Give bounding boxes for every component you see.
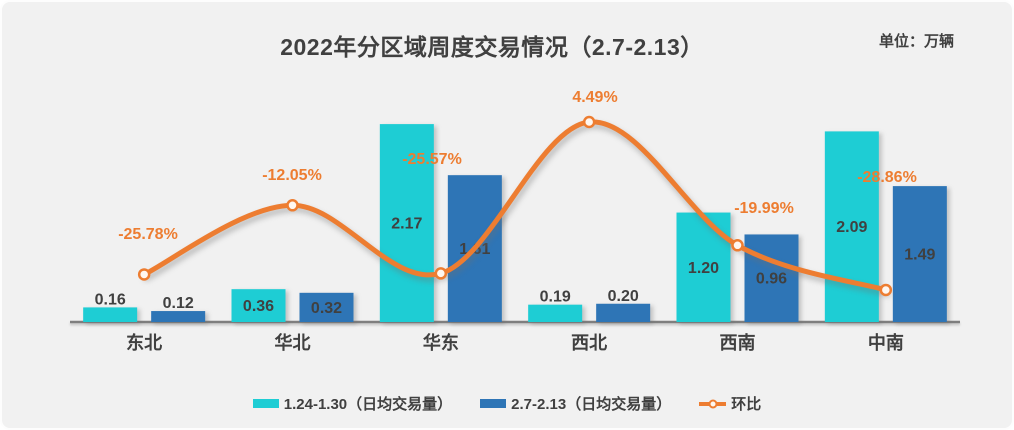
- bar-series2-西北: [596, 303, 651, 322]
- bar-value-label: 2.09: [836, 219, 867, 236]
- legend-label: 1.24-1.30（日均交易量）: [283, 396, 453, 413]
- trend-marker-西南: [731, 239, 744, 252]
- bar-value-label: 0.12: [163, 295, 194, 312]
- category-label-中南: 中南: [868, 332, 904, 353]
- bar-value-label: 0.20: [608, 288, 639, 305]
- trend-value-label: -25.78%: [118, 226, 178, 243]
- bar-series1-华东: [379, 124, 434, 322]
- bar-value-label: 0.36: [243, 298, 274, 315]
- bar-series1-中南: [824, 131, 879, 322]
- bar-value-label: 2.17: [391, 216, 422, 233]
- bar-series1-华北: [231, 289, 286, 322]
- trend-value-label: 4.49%: [572, 89, 617, 106]
- trend-marker-华北: [286, 199, 299, 212]
- chart-legend: 1.24-1.30（日均交易量） 2.7-2.13（日均交易量） 环比: [2, 393, 1012, 414]
- legend-line-marker-icon: [708, 399, 718, 408]
- bar-value-label: 0.19: [540, 289, 571, 306]
- bar-value-label: 0.96: [756, 271, 787, 288]
- legend-color-swatch-icon: [480, 399, 507, 408]
- legend-item-2: 2.7-2.13（日均交易量）: [480, 393, 671, 414]
- trend-marker-华东: [434, 267, 448, 280]
- bar-series2-东北: [151, 311, 206, 322]
- trend-value-label: -19.99%: [734, 200, 794, 217]
- category-label-东北: 东北: [126, 332, 162, 353]
- trend-value-label: -12.05%: [262, 167, 322, 184]
- legend-label: 环比: [731, 396, 762, 413]
- category-label-华东: 华东: [423, 332, 459, 353]
- bar-series2-中南: [892, 186, 947, 322]
- trend-marker-西北: [582, 115, 596, 129]
- bar-series2-华北: [299, 292, 354, 322]
- legend-item-3: 环比: [699, 393, 761, 414]
- category-label-华北: 华北: [275, 332, 311, 353]
- legend-line-swatch-icon: [699, 399, 727, 408]
- legend-item-1: 1.24-1.30（日均交易量）: [252, 393, 453, 414]
- bar-series2-西南: [744, 234, 799, 322]
- bar-series1-西北: [528, 304, 583, 322]
- legend-label: 2.7-2.13（日均交易量）: [511, 396, 672, 413]
- bar-value-label: 0.16: [95, 291, 126, 308]
- bar-series1-东北: [83, 307, 138, 322]
- bar-value-label: 1.20: [688, 260, 719, 277]
- category-label-西南: 西南: [720, 332, 756, 353]
- trend-marker-中南: [879, 283, 893, 297]
- trend-marker-东北: [137, 268, 151, 281]
- bar-value-label: 1.49: [904, 247, 935, 264]
- category-label-西北: 西北: [571, 333, 607, 353]
- bar-value-label: 0.32: [311, 300, 342, 317]
- legend-color-swatch-icon: [252, 399, 279, 408]
- trend-value-label: -25.57%: [402, 151, 462, 168]
- trend-value-label: -28.86%: [857, 169, 917, 186]
